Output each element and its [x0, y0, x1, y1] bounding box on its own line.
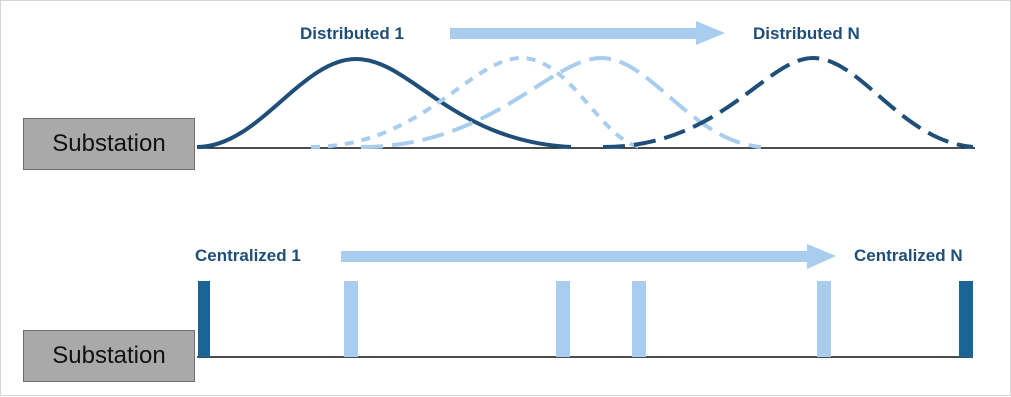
distributed-n-label: Distributed N — [753, 24, 860, 43]
centralized-n-label: Centralized N — [854, 246, 963, 265]
distributed-curve-3 — [360, 55, 762, 149]
distributed-substation-label: Substation — [52, 130, 166, 157]
centralized-bar-2 — [344, 281, 358, 357]
distributed-curve-2 — [310, 55, 642, 149]
distributed-progress-arrow — [450, 21, 725, 45]
centralized-substation-label: Substation — [52, 342, 166, 369]
centralized-bar-1 — [198, 281, 210, 357]
centralized-bar-n — [959, 281, 973, 357]
distributed-1-label: Distributed 1 — [300, 24, 404, 43]
centralized-1-label: Centralized 1 — [195, 246, 301, 265]
distributed-curve-1 — [196, 56, 572, 149]
distributed-curve-n — [602, 55, 974, 149]
centralized-bar-5 — [817, 281, 831, 357]
centralized-bar-4 — [632, 281, 646, 357]
centralized-progress-arrow — [341, 244, 836, 269]
centralized-substation-box: Substation — [23, 330, 195, 382]
distributed-substation-box: Substation — [23, 118, 195, 170]
centralized-bar-3 — [556, 281, 570, 357]
